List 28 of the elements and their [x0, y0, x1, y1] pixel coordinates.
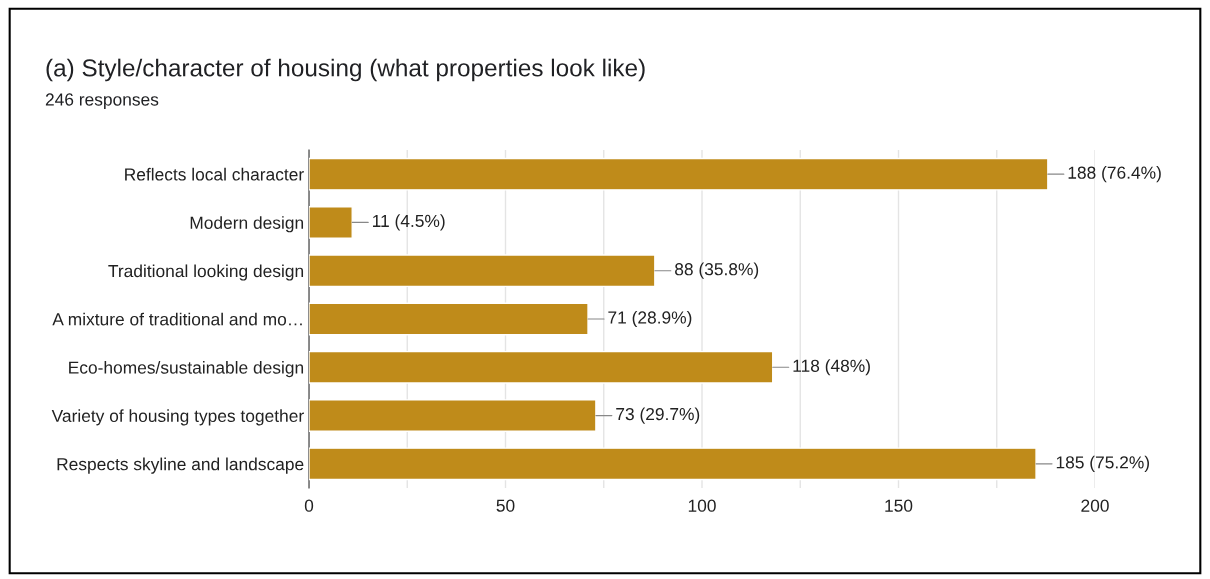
text: 246 responses [45, 93, 159, 110]
bar [309, 302, 589, 336]
x-tick-label: 100 [688, 499, 716, 512]
y-tick-label: Reflects local character [125, 167, 304, 181]
bar [309, 350, 774, 384]
bar [309, 157, 1049, 191]
y-tick-label: Modern design [190, 216, 304, 233]
x-tick-label: 200 [1081, 499, 1109, 512]
data-label: 71 (28.9%) [608, 310, 692, 328]
chart-title: (a) Style/character of housing (what properties look like) [46, 58, 645, 82]
bar [309, 206, 353, 239]
data-label: 118 (48%) [793, 359, 870, 376]
y-tick-label: Eco-homes/sustainable design [69, 361, 304, 378]
data-label: 88 (35.8%) [675, 262, 759, 279]
data-label: 185 (75.2%) [1056, 455, 1149, 472]
data-label: 188 (76.4%) [1068, 166, 1161, 183]
bar [309, 447, 1037, 481]
bar [309, 399, 597, 432]
y-tick-label: A mixture of traditional and mo… [52, 312, 302, 326]
y-tick-label: Traditional looking design [108, 264, 304, 281]
x-tick-label: 50 [496, 499, 515, 512]
x-tick-label: 150 [885, 499, 913, 512]
y-tick-label: Variety of housing types together [51, 409, 304, 426]
x-tick-label: 0 [304, 499, 314, 512]
bar [309, 254, 656, 288]
y-tick-label: Respects skyline and landscape [57, 457, 304, 474]
data-label: 11 (4.5%) [373, 214, 445, 231]
data-label: 73 (29.7%) [616, 407, 700, 424]
